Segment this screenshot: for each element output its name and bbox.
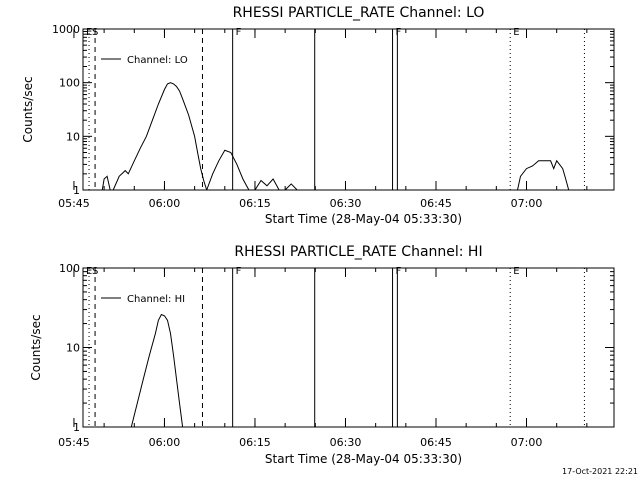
- series-line: [517, 159, 570, 191]
- x-tick-label: 06:15: [239, 436, 271, 449]
- series-line: [254, 178, 280, 191]
- legend-label: Channel: HI: [127, 294, 185, 305]
- x-tick-label: 06:00: [149, 197, 181, 210]
- x-tick-label: 05:45: [58, 197, 90, 210]
- x-tick-label: 06:30: [330, 197, 362, 210]
- event-marker-label: F: [236, 266, 242, 277]
- event-marker-label: E: [86, 266, 92, 277]
- x-tick-label: 06:00: [149, 436, 181, 449]
- series-line: [284, 183, 298, 191]
- y-axis-label: Counts/sec: [29, 314, 43, 380]
- event-marker-label: E: [513, 266, 519, 277]
- plot-frame: [82, 28, 615, 191]
- series-line: [206, 149, 250, 191]
- x-tick-label: 06:45: [420, 436, 452, 449]
- event-marker-label: F: [396, 27, 402, 38]
- y-tick-label: 1: [73, 184, 80, 197]
- x-tick-label: 06:45: [420, 197, 452, 210]
- series-line: [130, 313, 184, 428]
- y-tick-label: 100: [59, 262, 80, 275]
- y-tick-label: 100: [59, 77, 80, 90]
- lo-channel-panel: RHESSI PARTICLE_RATE Channel: LO 1 10 100 10…: [21, 5, 615, 226]
- chart-title: RHESSI PARTICLE_RATE Channel: HI: [234, 244, 482, 260]
- event-marker-label: E: [86, 27, 92, 38]
- x-tick-label: 07:00: [511, 197, 543, 210]
- y-tick-label: 1: [73, 421, 80, 434]
- event-marker-label: F: [236, 27, 242, 38]
- x-tick-label: 05:45: [58, 436, 90, 449]
- series-line: [112, 82, 208, 191]
- x-tick-label: 07:00: [511, 436, 543, 449]
- event-marker-label: F: [396, 266, 402, 277]
- series-line: [101, 175, 111, 191]
- y-tick-label: 10: [66, 342, 80, 355]
- footer-timestamp: 17-Oct-2021 22:21: [562, 467, 638, 476]
- y-axis-label: Counts/sec: [21, 76, 35, 142]
- y-tick-label: 10: [66, 130, 80, 143]
- x-axis-label: Start Time (28-May-04 05:33:30): [265, 212, 462, 226]
- x-tick-label: 06:30: [330, 436, 362, 449]
- legend-label: Channel: LO: [127, 55, 188, 66]
- hi-channel-panel: RHESSI PARTICLE_RATE Channel: HI 1 10 100 Co…: [29, 244, 615, 466]
- y-tick-label: 1000: [52, 23, 80, 36]
- x-tick-label: 06:15: [239, 197, 271, 210]
- x-axis-label: Start Time (28-May-04 05:33:30): [265, 452, 462, 466]
- event-marker-label: E: [513, 27, 519, 38]
- chart-title: RHESSI PARTICLE_RATE Channel: LO: [233, 5, 485, 21]
- plot-frame: [82, 267, 615, 428]
